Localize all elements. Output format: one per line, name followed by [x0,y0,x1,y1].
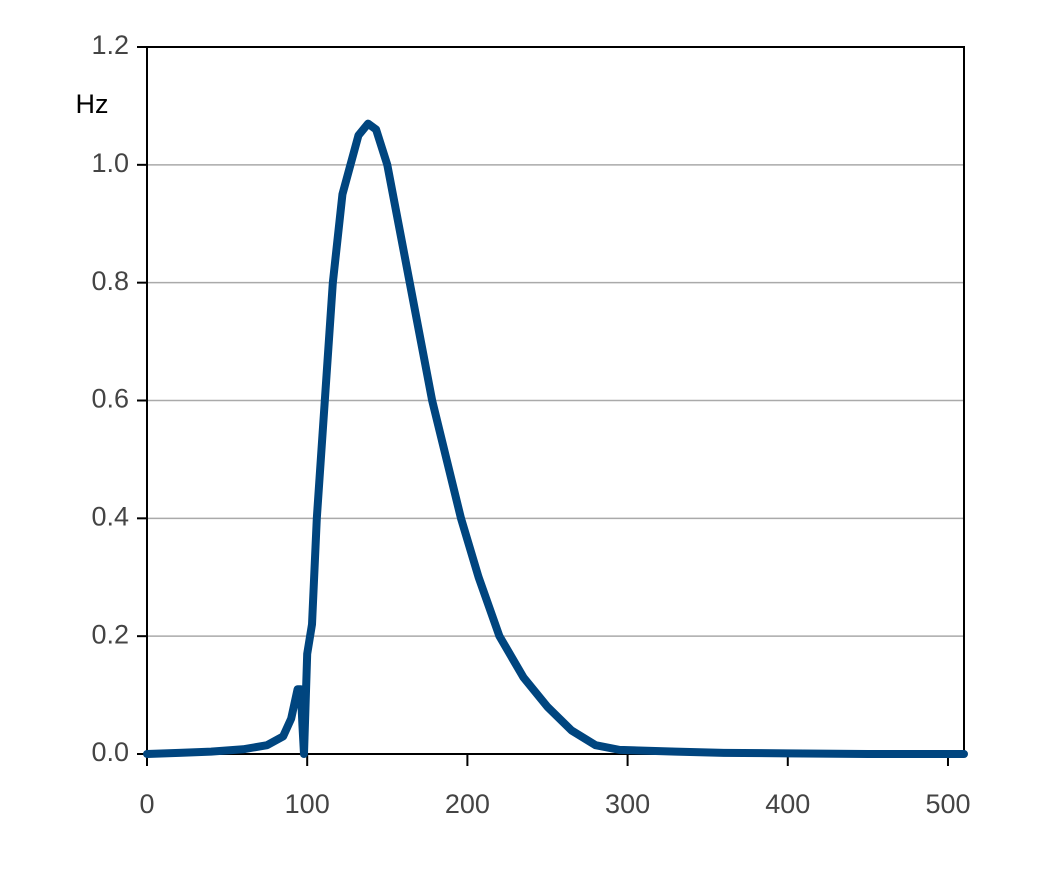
x-tick-label: 400 [765,789,810,819]
y-tick-label: 0.8 [91,266,129,296]
y-tick-label: 0.2 [91,619,129,649]
x-tick-label: 200 [445,789,490,819]
x-tick-label: 100 [285,789,330,819]
x-tick-label: 500 [925,789,970,819]
x-tick-label: 0 [139,789,154,819]
y-axis-label: Hz [76,89,109,119]
y-tick-label: 0.6 [91,384,129,414]
data-line [143,119,968,758]
y-tick-label: 1.2 [91,30,129,60]
plot-frame [146,46,965,755]
y-tick-label: 1.0 [91,148,129,178]
x-tick-label: 300 [605,789,650,819]
y-tick-label: 0.4 [91,501,129,531]
y-tick-label: 0.0 [91,737,129,767]
